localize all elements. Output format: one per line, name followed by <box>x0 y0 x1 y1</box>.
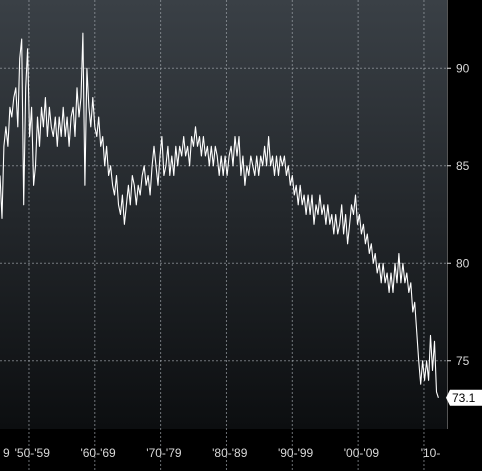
y-tick-label: 75 <box>456 354 470 368</box>
x-tick-label: '90-'99 <box>278 446 314 460</box>
x-tick-label: 9 <box>3 446 10 460</box>
x-axis: 9 '50-'59 '60-'69 '70-'79 '80-'89 '90-'99 '00-… <box>3 446 440 460</box>
x-tick-label: '60-'69 <box>80 446 116 460</box>
series-line-0 <box>0 32 439 398</box>
y-tick-label: 80 <box>456 256 470 270</box>
x-tick-label: '70-'79 <box>146 446 182 460</box>
last-value-box <box>446 389 482 406</box>
last-value-label: 73.1 <box>452 391 476 405</box>
y-axis: 75 80 85 90 <box>447 61 470 368</box>
grid-layer <box>0 67 447 362</box>
x-tick-label: '80-'89 <box>212 446 248 460</box>
series-layer <box>0 32 439 398</box>
x-tick-label: '50-'59 <box>15 446 51 460</box>
x-tick-label: '10- <box>421 446 441 460</box>
decade-dividers <box>28 0 448 471</box>
plot-area <box>0 0 447 429</box>
y-tick-label: 90 <box>456 61 470 75</box>
x-tick-label: '00-'09 <box>344 446 380 460</box>
last-value-marker: 73.1 <box>446 389 482 406</box>
y-tick-label: 85 <box>456 159 470 173</box>
